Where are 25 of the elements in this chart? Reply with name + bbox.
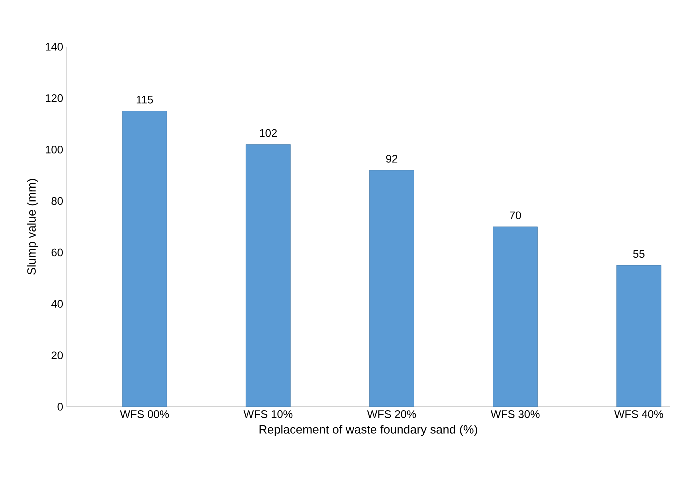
x-tick-label: WFS 10% bbox=[244, 410, 293, 418]
y-tick-label: 20 bbox=[52, 352, 64, 360]
bar bbox=[370, 170, 414, 407]
x-tick-label: WFS 40% bbox=[614, 410, 664, 418]
data-label: 102 bbox=[260, 129, 278, 138]
x-tick-label: WFS 20% bbox=[367, 410, 416, 418]
x-axis-title: Replacement of waste foundary sand (%) bbox=[260, 425, 478, 436]
bar bbox=[246, 144, 291, 407]
y-tick-label: 60 bbox=[52, 248, 64, 257]
y-tick-label: 120 bbox=[46, 94, 64, 102]
y-tick-label: 0 bbox=[58, 403, 64, 411]
data-label: 70 bbox=[510, 212, 522, 220]
data-label: 115 bbox=[136, 96, 154, 104]
y-tick-label: 100 bbox=[46, 146, 64, 154]
bar bbox=[616, 265, 662, 407]
data-label: 55 bbox=[633, 250, 645, 258]
bar bbox=[122, 111, 168, 407]
y-tick-label: 80 bbox=[52, 197, 64, 206]
bar bbox=[493, 226, 538, 407]
y-tick-label: 140 bbox=[46, 43, 64, 51]
data-label: 92 bbox=[386, 155, 398, 163]
x-tick-label: WFS 30% bbox=[490, 410, 540, 418]
y-axis-title: Slump value (mm) bbox=[27, 179, 38, 275]
x-tick-label: WFS 00% bbox=[120, 410, 170, 418]
y-tick-label: 40 bbox=[52, 300, 64, 308]
